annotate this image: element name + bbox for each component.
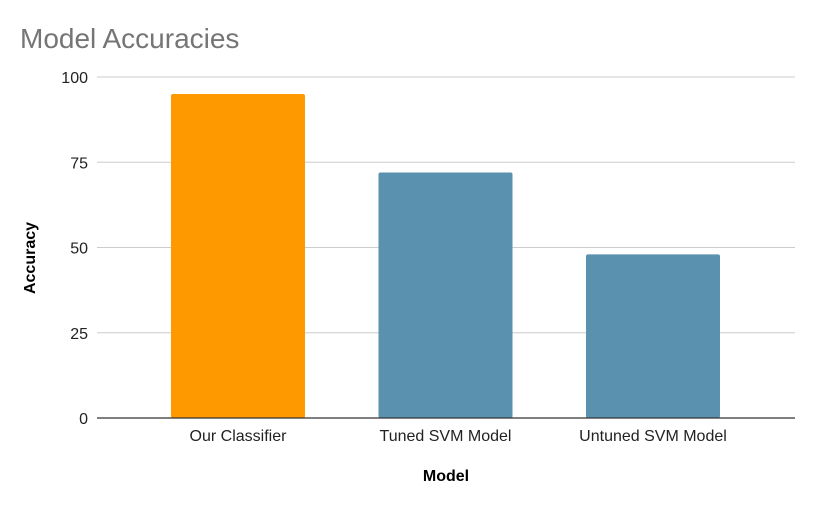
x-tick-label: Untuned SVM Model xyxy=(579,428,727,445)
x-axis-ticks: Our Classifier Tuned SVM Model Untuned SVM… xyxy=(190,428,727,445)
y-tick-label-75: 75 xyxy=(70,155,88,172)
bar-untuned-svm-model xyxy=(586,254,720,418)
bar-tuned-svm-model xyxy=(378,172,513,418)
y-axis-title: Accuracy xyxy=(22,222,39,294)
x-tick-label: Our Classifier xyxy=(190,428,288,445)
y-tick-label-25: 25 xyxy=(70,326,88,343)
y-tick-label-0: 0 xyxy=(79,411,88,428)
bar-our-classifier xyxy=(171,94,305,419)
y-axis-ticks: 0 25 50 75 100 xyxy=(61,70,88,428)
x-tick-label: Tuned SVM Model xyxy=(380,428,512,445)
y-tick-label-100: 100 xyxy=(61,70,88,87)
y-tick-label-50: 50 xyxy=(70,241,88,258)
chart-title: Model Accuracies xyxy=(20,23,239,54)
x-axis-title: Model xyxy=(423,468,469,485)
bars xyxy=(171,94,720,419)
